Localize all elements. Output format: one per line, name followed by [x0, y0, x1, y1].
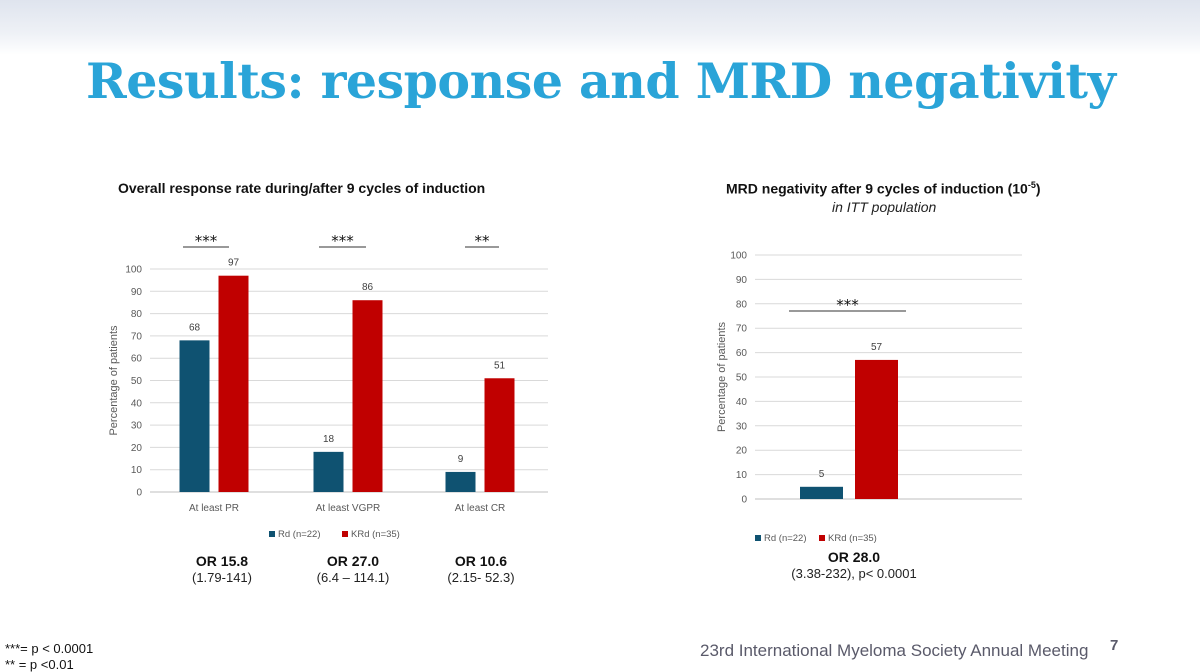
chart1-bar-rd [445, 471, 476, 492]
chart1-ytick-label: 10 [131, 465, 143, 476]
chart2-title-end: ) [1035, 180, 1041, 197]
chart2-significance-stars: *** [836, 296, 859, 314]
chart1-bar-krd [352, 300, 383, 492]
meeting-name: 23rd International Myeloma Society Annua… [700, 641, 1089, 660]
chart1-data-label: 68 [189, 322, 201, 333]
chart1-significance-stars: *** [195, 232, 218, 250]
chart2-legend-swatch-rd [755, 535, 761, 541]
chart1-or-block-cr: OR 10.6 (2.15- 52.3) [401, 553, 561, 585]
chart1-ytick-label: 40 [131, 398, 143, 409]
chart1-title: Overall response rate during/after 9 cyc… [118, 180, 486, 196]
chart1-significance-stars: ** [475, 232, 491, 250]
chart1-bar-krd [218, 275, 249, 492]
chart1-ytick-label: 80 [131, 309, 143, 320]
chart1-ytick-label: 20 [131, 443, 143, 454]
chart2-ytick-label: 80 [736, 299, 748, 310]
chart1-ci-pr: (1.79-141) [192, 570, 252, 585]
chart1-ytick-label: 30 [131, 421, 143, 432]
chart1-legend-label: Rd (n=22) [278, 529, 321, 540]
chart2-data-label: 5 [819, 469, 825, 480]
chart1-data-label: 9 [458, 454, 464, 465]
chart2-title-sup: -5 [1027, 180, 1036, 190]
chart1-category-label: At least CR [455, 503, 506, 514]
chart2-ytick-label: 10 [736, 470, 748, 481]
chart1-or-block-pr: OR 15.8 (1.79-141) [142, 553, 302, 585]
chart2-legend-label: Rd (n=22) [764, 533, 807, 544]
chart2-ytick-label: 60 [736, 348, 748, 359]
chart2-title-main: MRD negativity after 9 cycles of inducti… [726, 180, 1028, 197]
chart1-ytick-label: 50 [131, 376, 143, 387]
chart1-y-axis-label: Percentage of patients [108, 325, 120, 436]
chart1-legend-swatch-rd [269, 531, 275, 537]
chart2-ytick-label: 20 [736, 446, 748, 457]
chart1-data-label: 51 [494, 360, 506, 371]
page-number: 7 [1110, 637, 1119, 654]
chart1-significance-stars: *** [331, 232, 354, 250]
chart1-data-label: 97 [228, 258, 240, 269]
chart1-or-block-vgpr: OR 27.0 (6.4 – 114.1) [273, 553, 433, 585]
chart2-y-axis-label: Percentage of patients [716, 321, 728, 432]
chart1-data-label: 86 [362, 282, 374, 293]
chart2-subtitle: in ITT population [832, 199, 937, 215]
chart1-legend-label: KRd (n=35) [351, 529, 400, 540]
footnote-three-star: ***= p < 0.0001 [5, 641, 94, 656]
chart1-bar-krd [484, 378, 515, 492]
chart2-ytick-label: 70 [736, 324, 748, 335]
chart2-or: OR 28.0 [827, 549, 881, 565]
chart2-ytick-label: 100 [730, 251, 747, 262]
chart1-ci-cr: (2.15- 52.3) [447, 570, 515, 585]
chart2-bar-krd [855, 359, 898, 499]
chart1-legend-swatch-krd [342, 531, 348, 537]
chart2-legend-label: KRd (n=35) [828, 533, 877, 544]
chart1-bar-rd [179, 340, 210, 492]
chart2-ytick-label: 50 [736, 373, 748, 384]
chart2-ci: (3.38-232), p< 0.0001 [791, 566, 917, 581]
chart1-bar-rd [313, 451, 344, 492]
chart2-ytick-label: 90 [736, 275, 748, 286]
chart1-or-pr: OR 15.8 [195, 553, 249, 569]
chart1-category-label: At least VGPR [316, 503, 380, 514]
chart2-ytick-label: 0 [741, 495, 747, 506]
chart2-data-label: 57 [871, 342, 883, 353]
chart1-ci-vgpr: (6.4 – 114.1) [316, 570, 390, 585]
chart2-ytick-label: 30 [736, 421, 748, 432]
chart1-ytick-label: 90 [131, 287, 143, 298]
chart1-ytick-label: 70 [131, 331, 143, 342]
chart1-ytick-label: 100 [125, 265, 142, 276]
chart1-ytick-label: 0 [136, 488, 142, 499]
chart2-title: MRD negativity after 9 cycles of inducti… [726, 180, 1041, 197]
chart2-bar-rd [800, 486, 843, 499]
footnote-two-star: ** = p <0.01 [5, 657, 74, 672]
chart1-data-label: 18 [323, 434, 335, 445]
slide-title: Results: response and MRD negativity [86, 52, 1116, 110]
chart1-ytick-label: 60 [131, 354, 143, 365]
chart2-ytick-label: 40 [736, 397, 748, 408]
chart1-category-label: At least PR [189, 503, 239, 514]
chart2-legend-swatch-krd [819, 535, 825, 541]
chart1-or-vgpr: OR 27.0 [326, 553, 380, 569]
header-band [0, 0, 1200, 55]
chart1-or-cr: OR 10.6 [454, 553, 508, 569]
chart2-or-block: OR 28.0 (3.38-232), p< 0.0001 [774, 549, 934, 581]
